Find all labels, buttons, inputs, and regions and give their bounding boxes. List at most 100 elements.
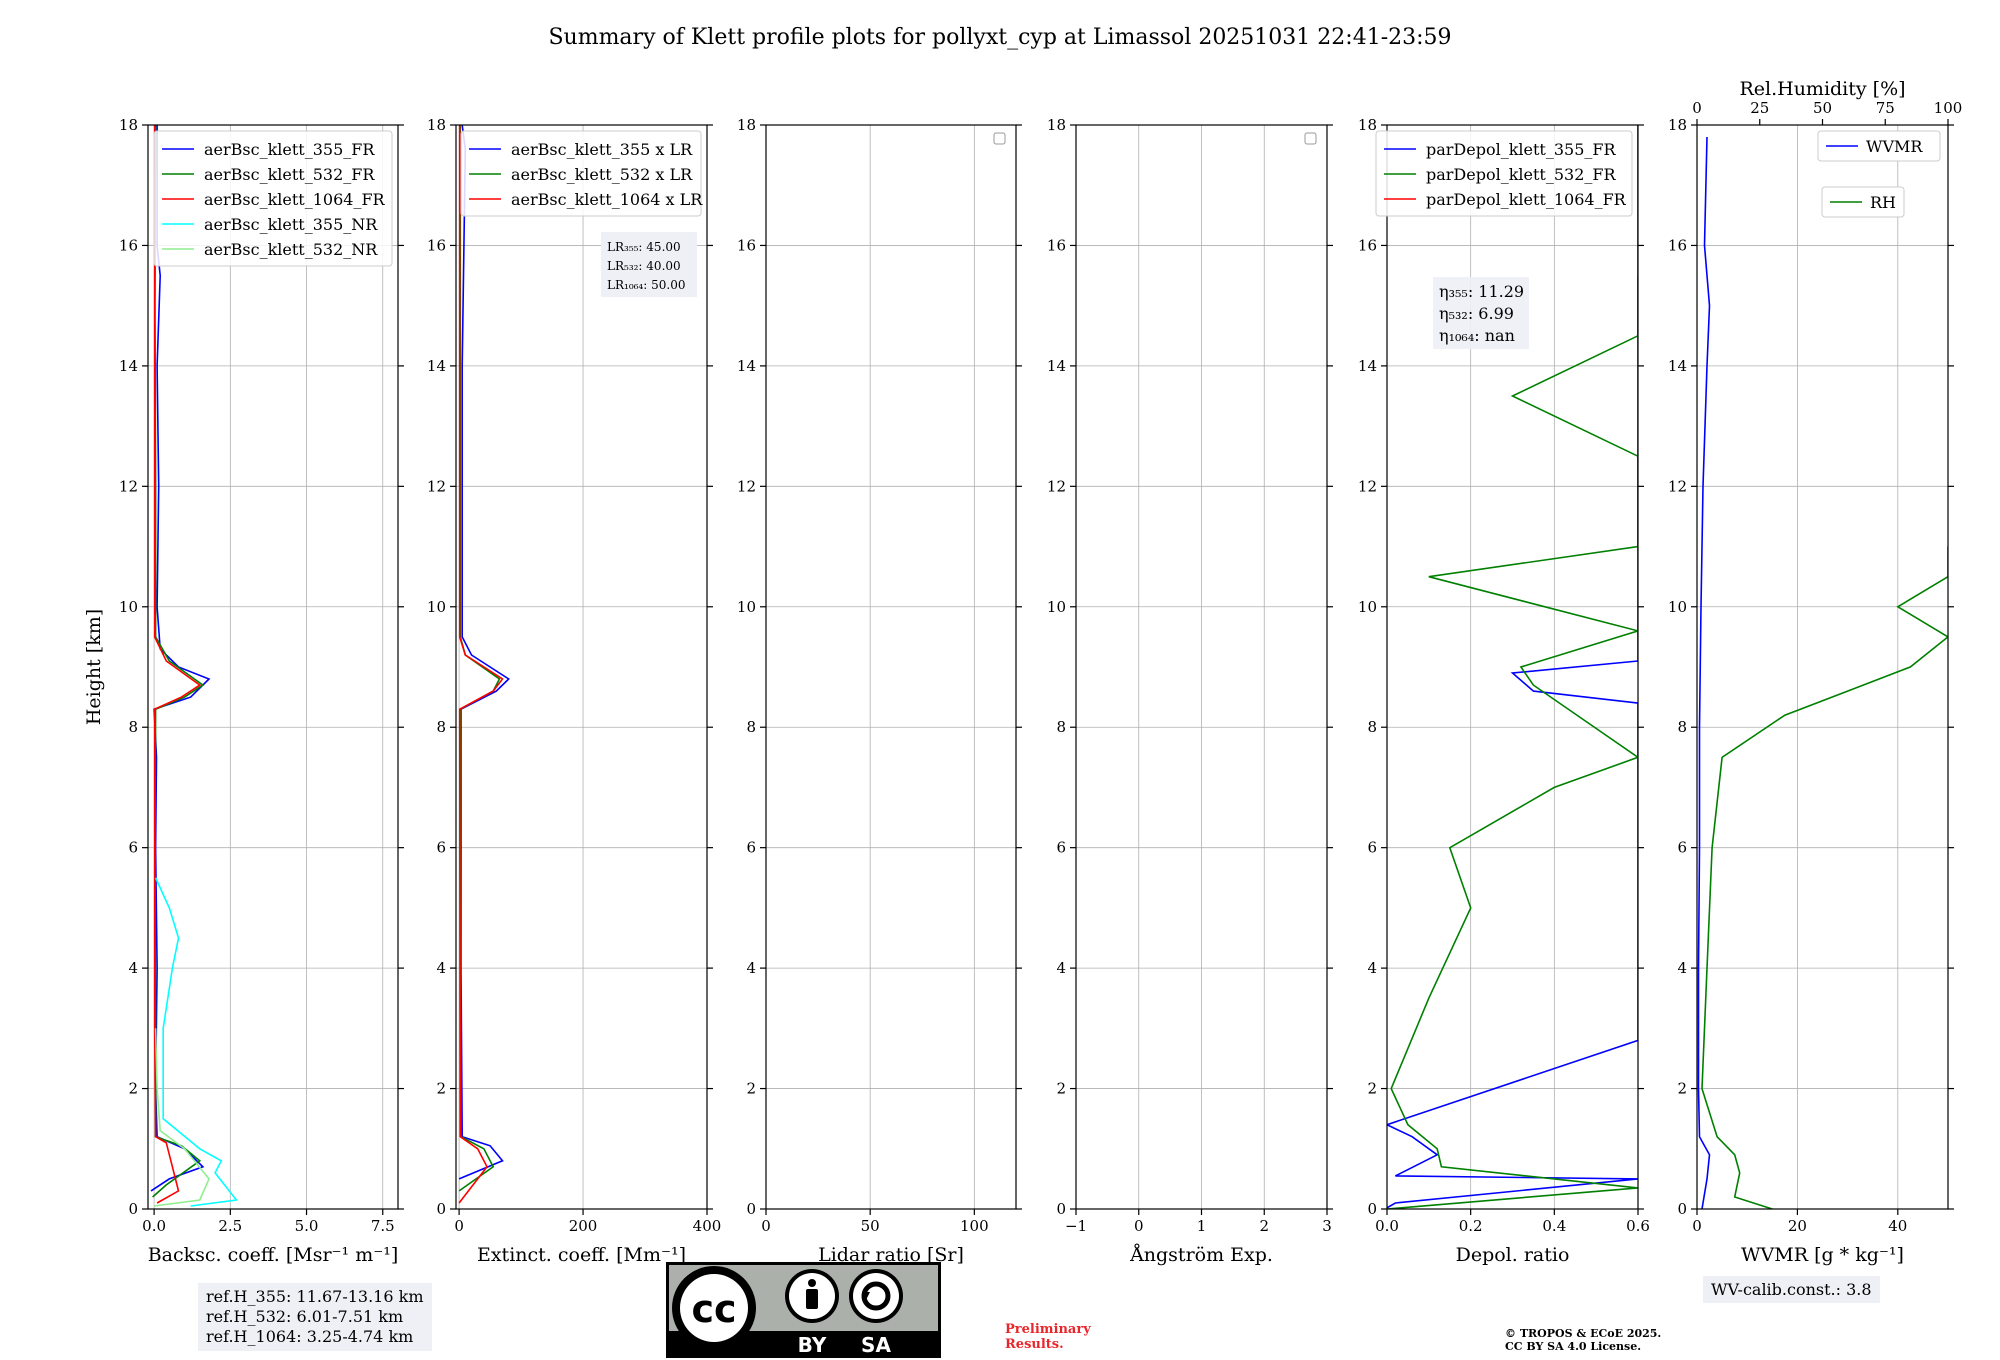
annotation-box [1433, 277, 1529, 349]
person-head-icon [808, 1279, 816, 1287]
eta-annotation: η₃₅₅: 11.29 η₅₃₂: 6.99 η₁₀₆₄: nan [1433, 277, 1529, 349]
series-line-aerBsc_klett_532_NR [153, 1028, 210, 1207]
y-tick-label: 8 [436, 718, 446, 736]
y-tick-label: 2 [1056, 1080, 1066, 1098]
x-axis-label: Extinct. coeff. [Mm⁻¹] [477, 1244, 686, 1266]
y-tick-label: 4 [746, 959, 756, 977]
data-layer [1387, 125, 1638, 1209]
y-tick-label: 10 [427, 598, 446, 616]
y-tick-label: 8 [1367, 718, 1377, 736]
data-layer [458, 125, 510, 1204]
axes-frame [1386, 124, 1639, 1210]
series-line-aerBsc_klett_1064 x LR [458, 125, 504, 1204]
y-tick-label: 4 [1367, 959, 1377, 977]
top-tick-label: 100 [1934, 99, 1963, 117]
cc-circle-inner [680, 1274, 748, 1342]
y-tick-label: 6 [746, 839, 756, 857]
axes-frame [455, 124, 708, 1210]
x-tick-label: 0.0 [142, 1217, 166, 1235]
y-tick-label: 16 [1047, 236, 1066, 254]
figure-title: Summary of Klett profile plots for polly… [548, 25, 1451, 50]
copyright-line-2: CC BY SA 4.0 License. [1505, 1340, 1642, 1353]
x-axis-label: Depol. ratio [1456, 1244, 1570, 1266]
legend-label: aerBsc_klett_532 x LR [511, 165, 693, 184]
x-axis-label: Ångström Exp. [1129, 1244, 1273, 1266]
series-line-aerBsc_klett_355_FR [150, 125, 211, 1192]
y-tick-label: 8 [1056, 718, 1066, 736]
legend-rh: RH [1821, 186, 1905, 218]
y-tick-label: 14 [119, 357, 138, 375]
legend-label: aerBsc_klett_532_NR [204, 240, 378, 259]
y-tick-label: 14 [737, 357, 756, 375]
y-tick-label: 6 [128, 839, 138, 857]
axes-frame [147, 124, 399, 1210]
y-tick-label: 12 [119, 477, 138, 495]
preliminary-results-note: Preliminary Results. [1005, 1322, 1091, 1352]
top-tick-label: 50 [1813, 99, 1832, 117]
y-tick-label: 18 [427, 116, 446, 134]
panel-wvmr: 0 20 40 0 2 4 6 8 10 12 14 16 18 WVMR [g * kg⁻¹] 0 25 50… [1668, 78, 1962, 1266]
lidar-ratio-line: LR₃₅₅: 45.00 [607, 240, 681, 254]
y-tick-label: 12 [1358, 477, 1377, 495]
y-tick-label: 16 [1668, 236, 1687, 254]
legend-label: aerBsc_klett_1064_FR [204, 190, 386, 209]
y-tick-label: 10 [1047, 598, 1066, 616]
empty-legend-box [993, 132, 1006, 145]
legend-label: aerBsc_klett_355_NR [204, 215, 378, 234]
legend-wvmr: WVMR [1817, 130, 1941, 162]
ref-height-532: ref.H_532: 6.01-7.51 km [206, 1307, 404, 1326]
y-tick-label: 10 [1668, 598, 1687, 616]
x-tick-label: 40 [1888, 1217, 1907, 1235]
x-tick-label: 0.6 [1626, 1217, 1650, 1235]
legend-box [460, 130, 702, 217]
y-tick-label: 18 [737, 116, 756, 134]
by-label: BY [798, 1333, 827, 1357]
y-tick-label: 16 [119, 236, 138, 254]
series-line-aerBsc_klett_532 x LR [458, 125, 501, 1192]
y-tick-label: 2 [1367, 1080, 1377, 1098]
legend-backscatter: aerBsc_klett_355_FR aerBsc_klett_532_FRae… [153, 130, 393, 267]
lidar-ratio-annotation: LR₃₅₅: 45.00 LR₅₃₂: 40.00 LR₁₀₆₄: 50.00 [601, 232, 697, 297]
x-tick-label: 100 [960, 1217, 989, 1235]
ref-height-1064: ref.H_1064: 3.25-4.74 km [206, 1327, 414, 1346]
y-tick-label: 4 [128, 959, 138, 977]
reference-height-box: ref.H_355: 11.67-13.16 km ref.H_532: 6.0… [198, 1283, 432, 1351]
y-tick-label: 12 [1668, 477, 1687, 495]
legend-box [1375, 130, 1633, 217]
copyright-note: © TROPOS & ECoE 2025. CC BY SA 4.0 Licen… [1505, 1327, 1661, 1353]
preliminary-line-2: Results. [1005, 1337, 1064, 1352]
legend-label: aerBsc_klett_1064 x LR [511, 190, 703, 209]
y-tick-label: 10 [1358, 598, 1377, 616]
x-axis-label: Backsc. coeff. [Msr⁻¹ m⁻¹] [148, 1244, 399, 1266]
y-tick-label: 6 [436, 839, 446, 857]
top-axis-label: Rel.Humidity [%] [1739, 78, 1905, 100]
legend-label: aerBsc_klett_355 x LR [511, 140, 693, 159]
legend-extinction: aerBsc_klett_355 x LR aerBsc_klett_532 x … [460, 130, 703, 217]
legend-box [153, 130, 393, 267]
series-line-aerBsc_klett_1064_FR [153, 125, 202, 1204]
x-tick-label: 200 [569, 1217, 598, 1235]
y-tick-label: 4 [1056, 959, 1066, 977]
y-axis-label: Height [km] [83, 609, 105, 725]
y-tick-label: 10 [119, 598, 138, 616]
y-tick-label: 14 [427, 357, 446, 375]
copyright-line-1: © TROPOS & ECoE 2025. [1505, 1327, 1662, 1340]
y-tick-label: 4 [436, 959, 446, 977]
series-line-aerBsc_klett_355_NR [154, 877, 238, 1207]
x-tick-label: 5.0 [295, 1217, 319, 1235]
y-tick-label: 18 [1358, 116, 1377, 134]
x-tick-label: 7.5 [371, 1217, 395, 1235]
x-tick-label: 2 [1259, 1217, 1269, 1235]
eta-line: η₅₃₂: 6.99 [1439, 304, 1514, 323]
panel-depol: 0.0 0.2 0.4 0.6 0 2 4 6 8 10 12 14 16 18 Depol. ratio p… [1358, 116, 1650, 1266]
x-tick-label: 0.0 [1375, 1217, 1399, 1235]
axes-frame [765, 124, 1017, 1210]
y-tick-label: 12 [427, 477, 446, 495]
ref-height-355: ref.H_355: 11.67-13.16 km [206, 1287, 424, 1306]
y-tick-label: 0 [746, 1200, 756, 1218]
x-tick-label: 0 [761, 1217, 771, 1235]
y-tick-label: 14 [1668, 357, 1687, 375]
series-line-WVMR [1697, 136, 1711, 1209]
y-tick-label: 0 [128, 1200, 138, 1218]
y-tick-label: 16 [1358, 236, 1377, 254]
